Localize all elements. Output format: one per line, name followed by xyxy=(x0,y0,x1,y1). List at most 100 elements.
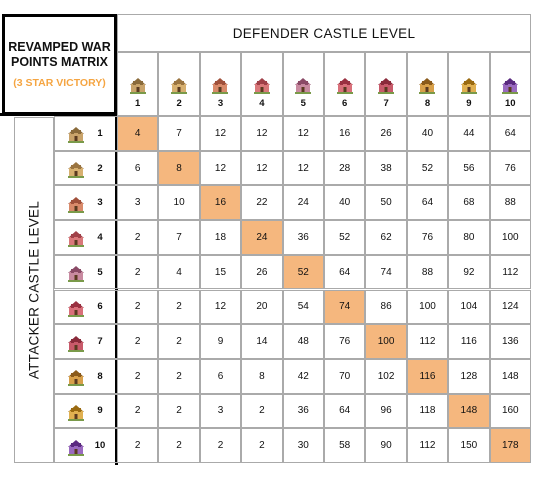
matrix-cell: 96 xyxy=(365,393,407,429)
matrix-cell: 7 xyxy=(158,220,200,255)
defender-level-2: 2 xyxy=(158,52,200,116)
matrix-cell: 58 xyxy=(324,428,366,463)
matrix-cell: 104 xyxy=(448,289,490,325)
defender-level-1: 1 xyxy=(117,52,159,116)
attacker-level-label: 3 xyxy=(97,197,103,209)
defender-level-5: 5 xyxy=(282,52,324,116)
castle-icon xyxy=(458,73,480,95)
attacker-level-8: 8 xyxy=(54,358,118,394)
attacker-level-7: 7 xyxy=(54,324,118,359)
matrix-cell: 112 xyxy=(489,254,531,290)
defender-level-label: 9 xyxy=(466,98,472,109)
matrix-title: REVAMPED WAR POINTS MATRIX xyxy=(8,40,111,69)
matrix-cell: 54 xyxy=(282,289,324,325)
matrix-cell: 44 xyxy=(448,116,490,151)
matrix-cell: 56 xyxy=(448,150,490,186)
castle-icon xyxy=(499,73,521,95)
castle-icon xyxy=(168,73,190,95)
matrix-cell: 2 xyxy=(117,324,159,359)
matrix-cell: 52 xyxy=(406,150,449,186)
matrix-cell: 80 xyxy=(448,220,490,255)
matrix-cell: 40 xyxy=(406,116,449,151)
matrix-cell: 62 xyxy=(365,220,407,255)
defender-level-label: 4 xyxy=(259,98,265,109)
matrix-cell: 18 xyxy=(199,220,242,255)
matrix-cell: 116 xyxy=(448,324,490,359)
matrix-cell: 150 xyxy=(448,428,490,463)
attacker-level-5: 5 xyxy=(54,254,118,290)
matrix-cell: 76 xyxy=(406,220,449,255)
matrix-cell-highlighted: 100 xyxy=(365,324,407,359)
matrix-cell: 70 xyxy=(324,358,366,394)
matrix-cell-highlighted: 74 xyxy=(324,289,366,325)
attacker-level-2: 2 xyxy=(54,150,118,186)
matrix-cell: 26 xyxy=(241,254,283,290)
defender-level-9: 9 xyxy=(448,52,490,116)
matrix-cell: 50 xyxy=(365,185,407,221)
matrix-cell: 22 xyxy=(241,185,283,221)
castle-icon xyxy=(292,73,314,95)
matrix-cell: 74 xyxy=(365,254,407,290)
attacker-level-3: 3 xyxy=(54,185,118,221)
defender-level-label: 5 xyxy=(300,98,306,109)
attacker-level-label: 8 xyxy=(97,370,103,382)
matrix-cell: 2 xyxy=(199,428,242,463)
castle-icon xyxy=(375,73,397,95)
matrix-cell: 90 xyxy=(365,428,407,463)
matrix-cell: 2 xyxy=(158,428,200,463)
divider-horizontal xyxy=(0,113,118,116)
defender-level-label: 3 xyxy=(217,98,224,109)
defender-level-4: 4 xyxy=(241,52,283,116)
matrix-cell: 64 xyxy=(489,116,531,151)
matrix-cell: 118 xyxy=(406,393,449,429)
castle-icon xyxy=(65,192,87,214)
matrix-cell: 2 xyxy=(158,393,200,429)
castle-icon xyxy=(65,226,87,248)
matrix-cell: 10 xyxy=(158,185,200,221)
matrix-cell: 12 xyxy=(282,116,324,151)
matrix-cell: 20 xyxy=(241,289,283,325)
matrix-cell: 6 xyxy=(199,358,242,394)
castle-icon xyxy=(65,261,87,283)
matrix-cell: 76 xyxy=(489,150,531,186)
matrix-cell: 48 xyxy=(282,324,324,359)
matrix-cell: 88 xyxy=(406,254,449,290)
defender-level-label: 6 xyxy=(342,98,348,109)
attacker-level-label: 7 xyxy=(97,336,103,348)
matrix-cell: 42 xyxy=(282,358,324,394)
matrix-cell: 16 xyxy=(324,116,366,151)
matrix-cell: 2 xyxy=(241,393,283,429)
castle-icon xyxy=(65,122,87,144)
matrix-cell: 100 xyxy=(406,289,449,325)
matrix-cell: 14 xyxy=(241,324,283,359)
defender-level-6: 6 xyxy=(324,52,366,116)
matrix-cell: 2 xyxy=(117,220,159,255)
matrix-cell: 64 xyxy=(324,393,366,429)
matrix-cell: 2 xyxy=(158,289,200,325)
castle-icon xyxy=(65,331,87,353)
matrix-cell: 2 xyxy=(241,428,283,463)
matrix-cell-highlighted: 116 xyxy=(406,358,449,394)
matrix-cell: 92 xyxy=(448,254,490,290)
matrix-cell: 15 xyxy=(199,254,242,290)
castle-icon xyxy=(209,73,231,95)
matrix-cell-highlighted: 148 xyxy=(448,393,490,429)
matrix-cell: 68 xyxy=(448,185,490,221)
matrix-cell: 160 xyxy=(489,393,531,429)
matrix-cell: 2 xyxy=(158,358,200,394)
matrix-cell-highlighted: 4 xyxy=(117,116,159,151)
matrix-cell: 52 xyxy=(324,220,366,255)
matrix-cell-highlighted: 16 xyxy=(199,185,242,221)
defender-level-8: 8 xyxy=(406,52,449,116)
matrix-cell: 100 xyxy=(489,220,531,255)
attacker-level-label: 1 xyxy=(97,127,103,139)
attacker-level-6: 6 xyxy=(54,289,118,325)
matrix-cell: 124 xyxy=(489,289,531,325)
castle-icon xyxy=(65,400,87,422)
defender-level-3: 3 xyxy=(199,52,242,116)
matrix-cell: 12 xyxy=(199,289,242,325)
attacker-level-label: 5 xyxy=(97,266,103,278)
attacker-level-label: 2 xyxy=(97,162,103,174)
matrix-cell: 2 xyxy=(117,428,159,463)
